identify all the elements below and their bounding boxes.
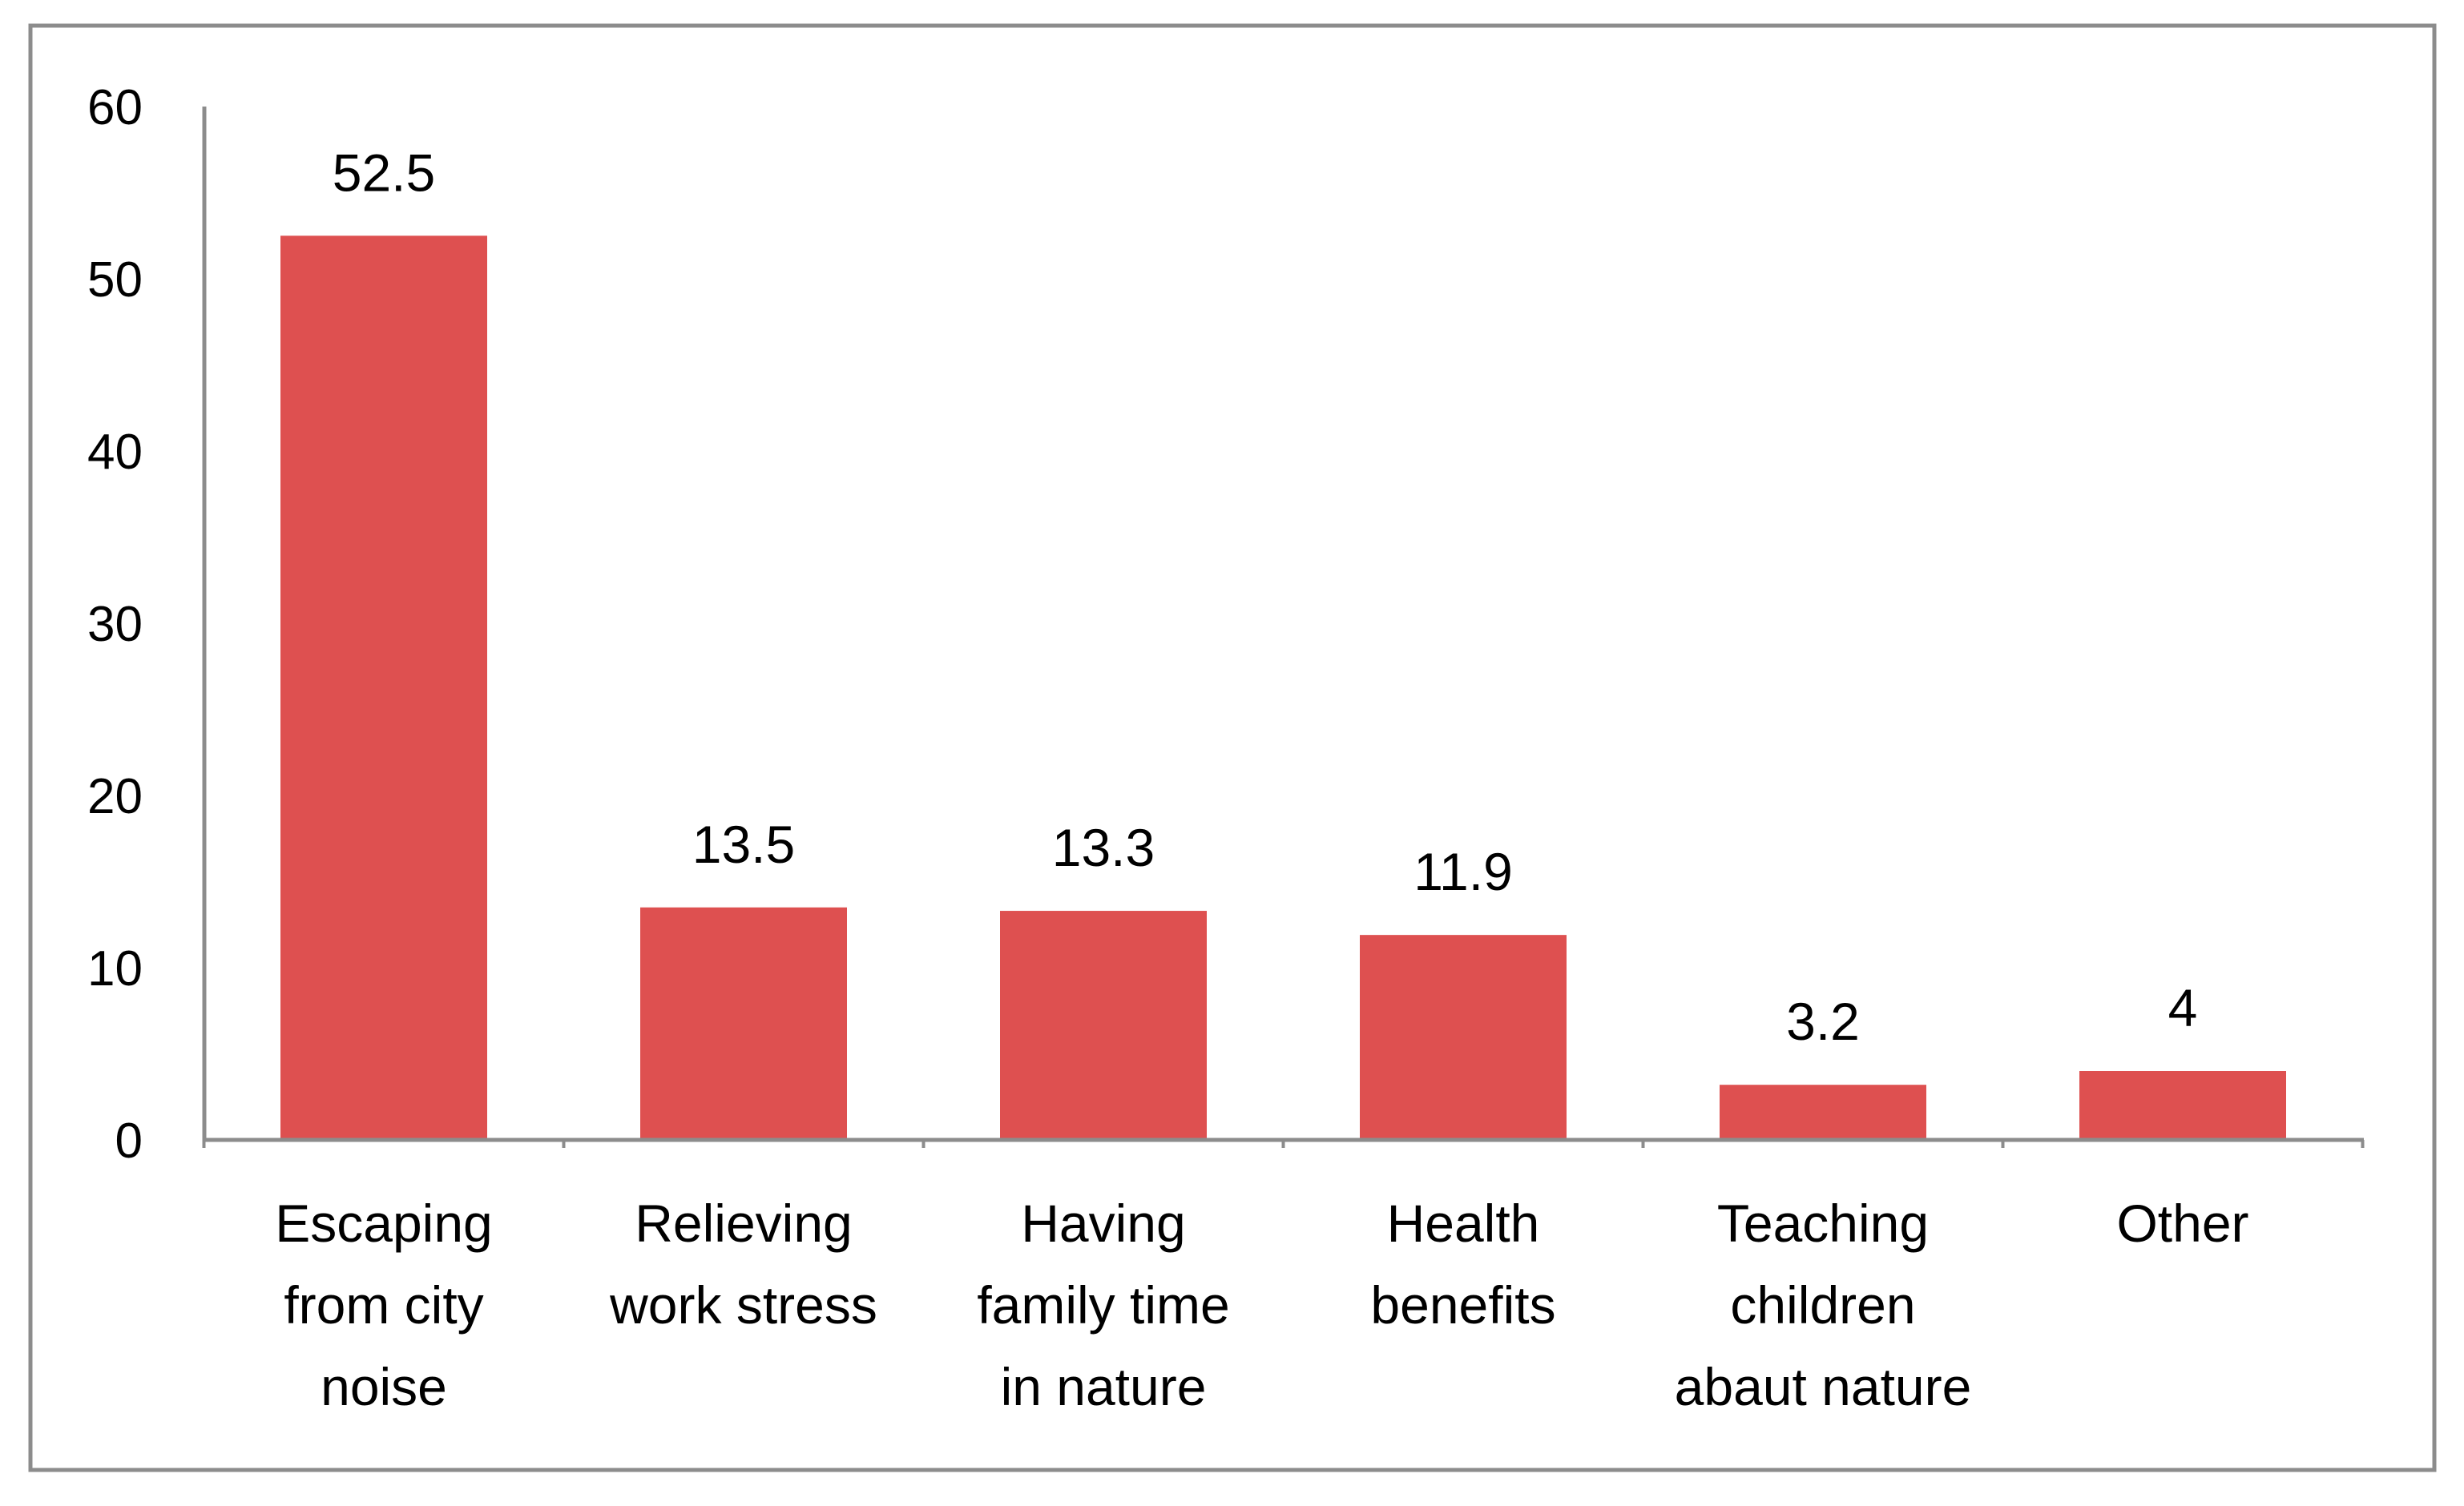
data-label: 11.9	[1413, 842, 1513, 901]
y-tick-label: 40	[87, 425, 143, 480]
x-axis-ticks	[202, 1140, 2365, 1148]
bar	[1360, 935, 1567, 1140]
x-tick-label: Health benefits	[1370, 1194, 1555, 1335]
y-tick-label: 0	[115, 1113, 143, 1169]
x-tick-label: Having family time in nature	[977, 1194, 1229, 1416]
data-label: 13.3	[1052, 818, 1155, 877]
y-tick-label: 20	[87, 769, 143, 824]
bar	[280, 236, 487, 1140]
bar	[2079, 1071, 2286, 1140]
bar	[1720, 1085, 1926, 1140]
data-label: 13.5	[692, 815, 795, 874]
x-tick-label: Relieving work stress	[609, 1194, 877, 1335]
y-tick-label: 50	[87, 252, 143, 308]
x-tick-label: Teaching children abaut nature	[1675, 1194, 1972, 1416]
x-tick-label: Other	[2116, 1194, 2248, 1253]
data-label: 52.5	[333, 143, 435, 202]
x-axis-tick-labels: Escaping from city noise Relieving work stre…	[275, 1194, 2248, 1416]
y-axis-tick-labels: 0 10 20 30 40 50 60	[87, 80, 143, 1169]
data-label: 3.2	[1786, 992, 1860, 1051]
y-tick-label: 30	[87, 597, 143, 652]
data-labels: 52.5 13.5 13.3 11.9 3.2 4	[333, 143, 2198, 1051]
x-tick-label: Escaping from city noise	[275, 1194, 493, 1416]
bar	[640, 907, 847, 1140]
data-label: 4	[2168, 978, 2198, 1037]
y-tick-label: 10	[87, 941, 143, 997]
bars	[280, 236, 2286, 1140]
y-tick-label: 60	[87, 80, 143, 135]
bar	[1000, 911, 1207, 1140]
